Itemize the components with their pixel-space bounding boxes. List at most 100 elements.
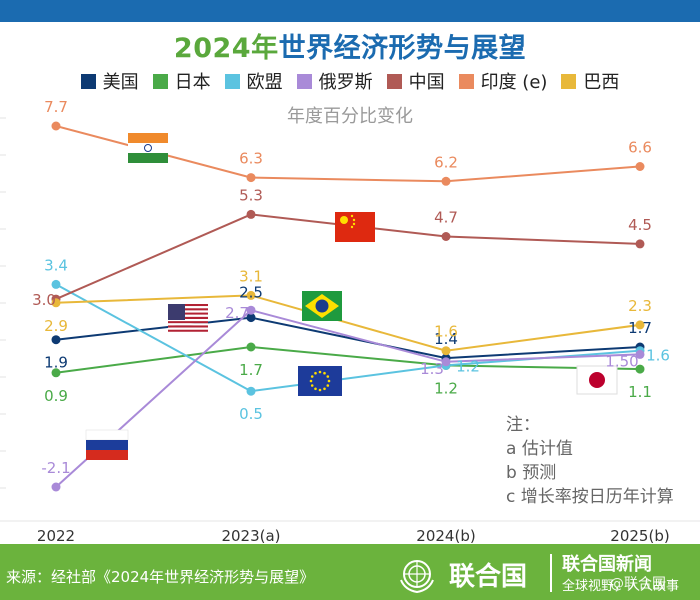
data-label: 1.9: [44, 354, 68, 372]
data-point: [51, 298, 61, 308]
footer: 来源：经社部《2024年世界经济形势与展望》 联合国 联合国新闻 全球视野，人人…: [0, 544, 700, 600]
data-label: 2.9: [44, 317, 68, 335]
data-label: 4.7: [434, 209, 458, 227]
news-brand: 联合国新闻: [562, 554, 652, 575]
data-label: 6.6: [628, 139, 652, 157]
x-tick-label: 2024(b): [416, 527, 475, 545]
data-point: [51, 482, 61, 492]
legend-swatch: [80, 73, 96, 89]
data-point: [246, 209, 256, 219]
data-point: [635, 162, 645, 171]
chart-subtitle: 年度百分比变化: [287, 106, 413, 127]
data-label: 1.1: [628, 383, 652, 401]
legend-item: 美国: [80, 68, 139, 94]
data-point: [246, 386, 256, 396]
data-point: [635, 364, 645, 374]
data-label: 1.2: [434, 379, 458, 397]
legend-label: 欧盟: [246, 72, 283, 93]
top-bar: [0, 0, 700, 22]
legend-label: 巴西: [583, 72, 620, 93]
data-label: 1.2: [456, 357, 480, 375]
note-item: a 估计值: [506, 439, 573, 459]
data-label: 6.2: [434, 153, 458, 171]
data-point: [635, 349, 645, 359]
data-point: [51, 335, 61, 345]
news-slogan: 全球视野，人人故事: [562, 579, 680, 594]
note-item: b 预测: [506, 463, 557, 483]
data-point: [51, 121, 61, 131]
legend: 美国 日本 欧盟 俄罗斯 中国 印度 (e) 巴西: [0, 68, 700, 94]
japan-flag-icon: [576, 365, 618, 395]
legend-item: 巴西: [561, 68, 619, 94]
data-label: 3.0: [32, 291, 56, 309]
legend-label: 美国: [102, 72, 139, 93]
x-tick-label: 2023(a): [221, 527, 280, 545]
data-label: 1.7: [628, 319, 652, 337]
data-point: [635, 320, 645, 330]
data-label: 3.1: [239, 267, 263, 285]
legend-item: 俄罗斯: [296, 68, 373, 94]
india-flag-icon: [128, 133, 168, 163]
data-label: 1.6: [646, 347, 670, 365]
usa-flag-icon: [168, 304, 208, 334]
data-label: 3.4: [44, 256, 68, 274]
legend-swatch: [224, 73, 240, 89]
data-point: [51, 279, 61, 289]
divider: [550, 554, 552, 592]
notes: 注： a 估计值 b 预测 c 增长率按日历年计算: [506, 413, 674, 509]
brazil-flag-icon: [302, 291, 342, 321]
eu-flag-icon: [298, 366, 342, 396]
series-line: [55, 316, 641, 360]
data-label: 1.3: [420, 360, 444, 378]
data-point: [635, 239, 645, 249]
data-point: [51, 368, 61, 378]
data-point: [441, 232, 451, 241]
title-year: 2024年: [173, 33, 279, 64]
legend-swatch: [561, 73, 577, 89]
series-line: [55, 294, 641, 352]
data-label: 1.6: [434, 323, 458, 341]
data-label: 4.5: [628, 216, 652, 234]
legend-item: 欧盟: [224, 68, 283, 94]
data-label: 1.7: [239, 361, 263, 379]
data-point: [246, 290, 256, 300]
notes-heading: 注：: [506, 415, 540, 435]
data-label: 1.50: [605, 352, 638, 370]
series-line: [55, 309, 641, 488]
data-point: [441, 346, 451, 356]
note-item: c 增长率按日历年计算: [506, 487, 674, 507]
watermark: @联合国: [610, 576, 666, 592]
data-label: 6.3: [239, 150, 263, 168]
legend-swatch: [152, 73, 168, 89]
title-main: 世界经济形势与展望: [278, 33, 527, 64]
x-tick-label: 2025(b): [610, 527, 669, 545]
data-point: [441, 176, 451, 186]
data-label: 0.9: [44, 387, 68, 405]
legend-swatch: [386, 73, 402, 89]
brand-name: 联合国: [449, 562, 528, 592]
data-label: 2.7: [225, 304, 249, 322]
legend-swatch: [458, 73, 474, 89]
legend-item: 中国: [386, 68, 445, 94]
legend-label: 日本: [174, 72, 211, 93]
chart-title: 2024年世界经济形势与展望: [0, 26, 700, 65]
x-tick-label: 2022: [37, 527, 75, 545]
legend-item: 日本: [152, 68, 211, 94]
russia-flag-icon: [85, 429, 129, 460]
data-label: -2.1: [41, 459, 70, 477]
data-label: 7.7: [44, 98, 68, 116]
legend-label: 俄罗斯: [318, 72, 373, 93]
china-flag-icon: [335, 212, 375, 242]
data-point: [246, 305, 256, 315]
source-text: 来源：经社部《2024年世界经济形势与展望》: [6, 568, 315, 586]
legend-label: 印度 (e): [480, 72, 548, 93]
legend-item: 印度 (e): [458, 68, 548, 94]
data-point: [246, 313, 256, 323]
data-label: 2.3: [628, 297, 652, 315]
data-point: [246, 173, 256, 183]
legend-label: 中国: [408, 72, 445, 93]
legend-swatch: [296, 73, 312, 89]
data-label: 5.3: [239, 186, 263, 204]
data-label: 1.4: [434, 330, 458, 348]
